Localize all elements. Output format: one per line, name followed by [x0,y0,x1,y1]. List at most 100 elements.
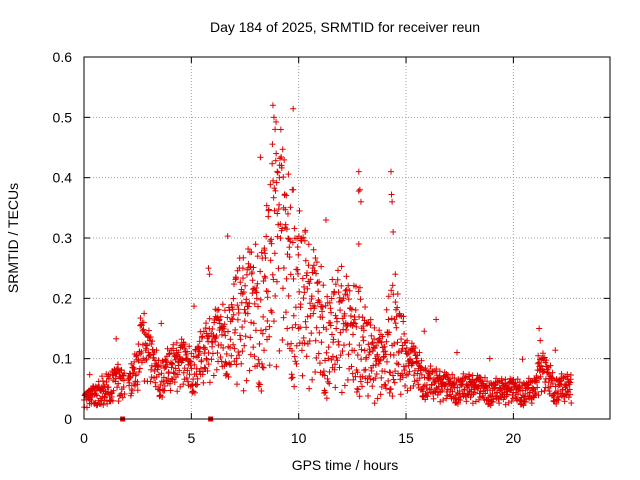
data-point [337,352,344,359]
y-tick-label: 0.5 [53,109,73,125]
data-point [205,361,212,368]
data-point [374,395,381,402]
data-point [156,386,163,393]
data-point [312,369,319,376]
data-point [305,262,312,269]
data-point [328,331,335,338]
data-point [430,395,437,402]
data-point [381,343,388,350]
data-point [543,357,550,364]
data-point [132,371,139,378]
data-point [254,253,261,260]
data-point [536,325,543,332]
data-point [186,343,193,350]
data-point [327,305,334,312]
data-point [406,368,413,375]
data-point [308,293,315,300]
data-point [433,316,440,323]
data-point [205,265,212,272]
data-point [241,342,248,349]
data-point [186,371,193,378]
data-point [131,358,138,365]
data-point [541,368,548,375]
data-point [335,289,342,296]
data-point [436,368,443,375]
data-point [93,392,100,399]
data-point [451,375,458,382]
data-point [335,338,342,345]
data-point [296,288,303,295]
data-point [301,340,308,347]
data-point [344,376,351,383]
data-point [271,185,278,192]
data-point [179,357,186,364]
data-point [219,325,226,332]
data-point [274,169,281,176]
data-point [457,394,464,401]
data-point [256,381,263,388]
data-point [486,355,493,362]
data-point [239,348,246,355]
data-point [359,314,366,321]
data-point [545,379,552,386]
y-tick-label: 0.6 [53,49,73,65]
data-point [298,347,305,354]
data-point [269,102,276,109]
data-point [203,320,210,327]
data-point [136,365,143,372]
data-point [561,398,568,405]
data-point [135,357,142,364]
data-point [407,356,414,363]
data-point [277,126,284,133]
data-point [348,363,355,370]
data-point [349,370,356,377]
data-point [267,307,274,314]
data-point [334,276,341,283]
data-point [276,347,283,354]
data-point [376,357,383,364]
data-point [400,313,407,320]
data-point [261,273,268,280]
data-point [290,312,297,319]
data-point [99,373,106,380]
data-point [276,155,283,162]
data-point [145,327,152,334]
data-point [489,390,496,397]
data-point [237,336,244,343]
data-point [149,338,156,345]
data-point [365,341,372,348]
data-point [240,387,247,394]
data-point [195,344,202,351]
data-point [357,378,364,385]
data-point [412,345,419,352]
data-point [319,314,326,321]
data-point [303,324,310,331]
data-point [324,375,331,382]
data-point [401,367,408,374]
data-point [498,375,505,382]
x-tick-label: 0 [80,430,88,446]
data-point [261,250,268,257]
data-point [414,360,421,367]
data-point [382,348,389,355]
data-point [235,310,242,317]
data-point [400,318,407,325]
data-point [362,304,369,311]
data-point [234,302,241,309]
data-point [333,325,340,332]
data-point [306,385,313,392]
data-point [256,340,263,347]
data-point [482,390,489,397]
data-point [191,389,198,396]
data-point [302,257,309,264]
data-point [143,356,150,363]
data-point [331,366,338,373]
data-point [320,368,327,375]
data-point [303,353,310,360]
data-point [138,349,145,356]
data-point [472,398,479,405]
data-point [387,369,394,376]
data-point [131,366,138,373]
data-point [173,339,180,346]
data-point [321,372,328,379]
